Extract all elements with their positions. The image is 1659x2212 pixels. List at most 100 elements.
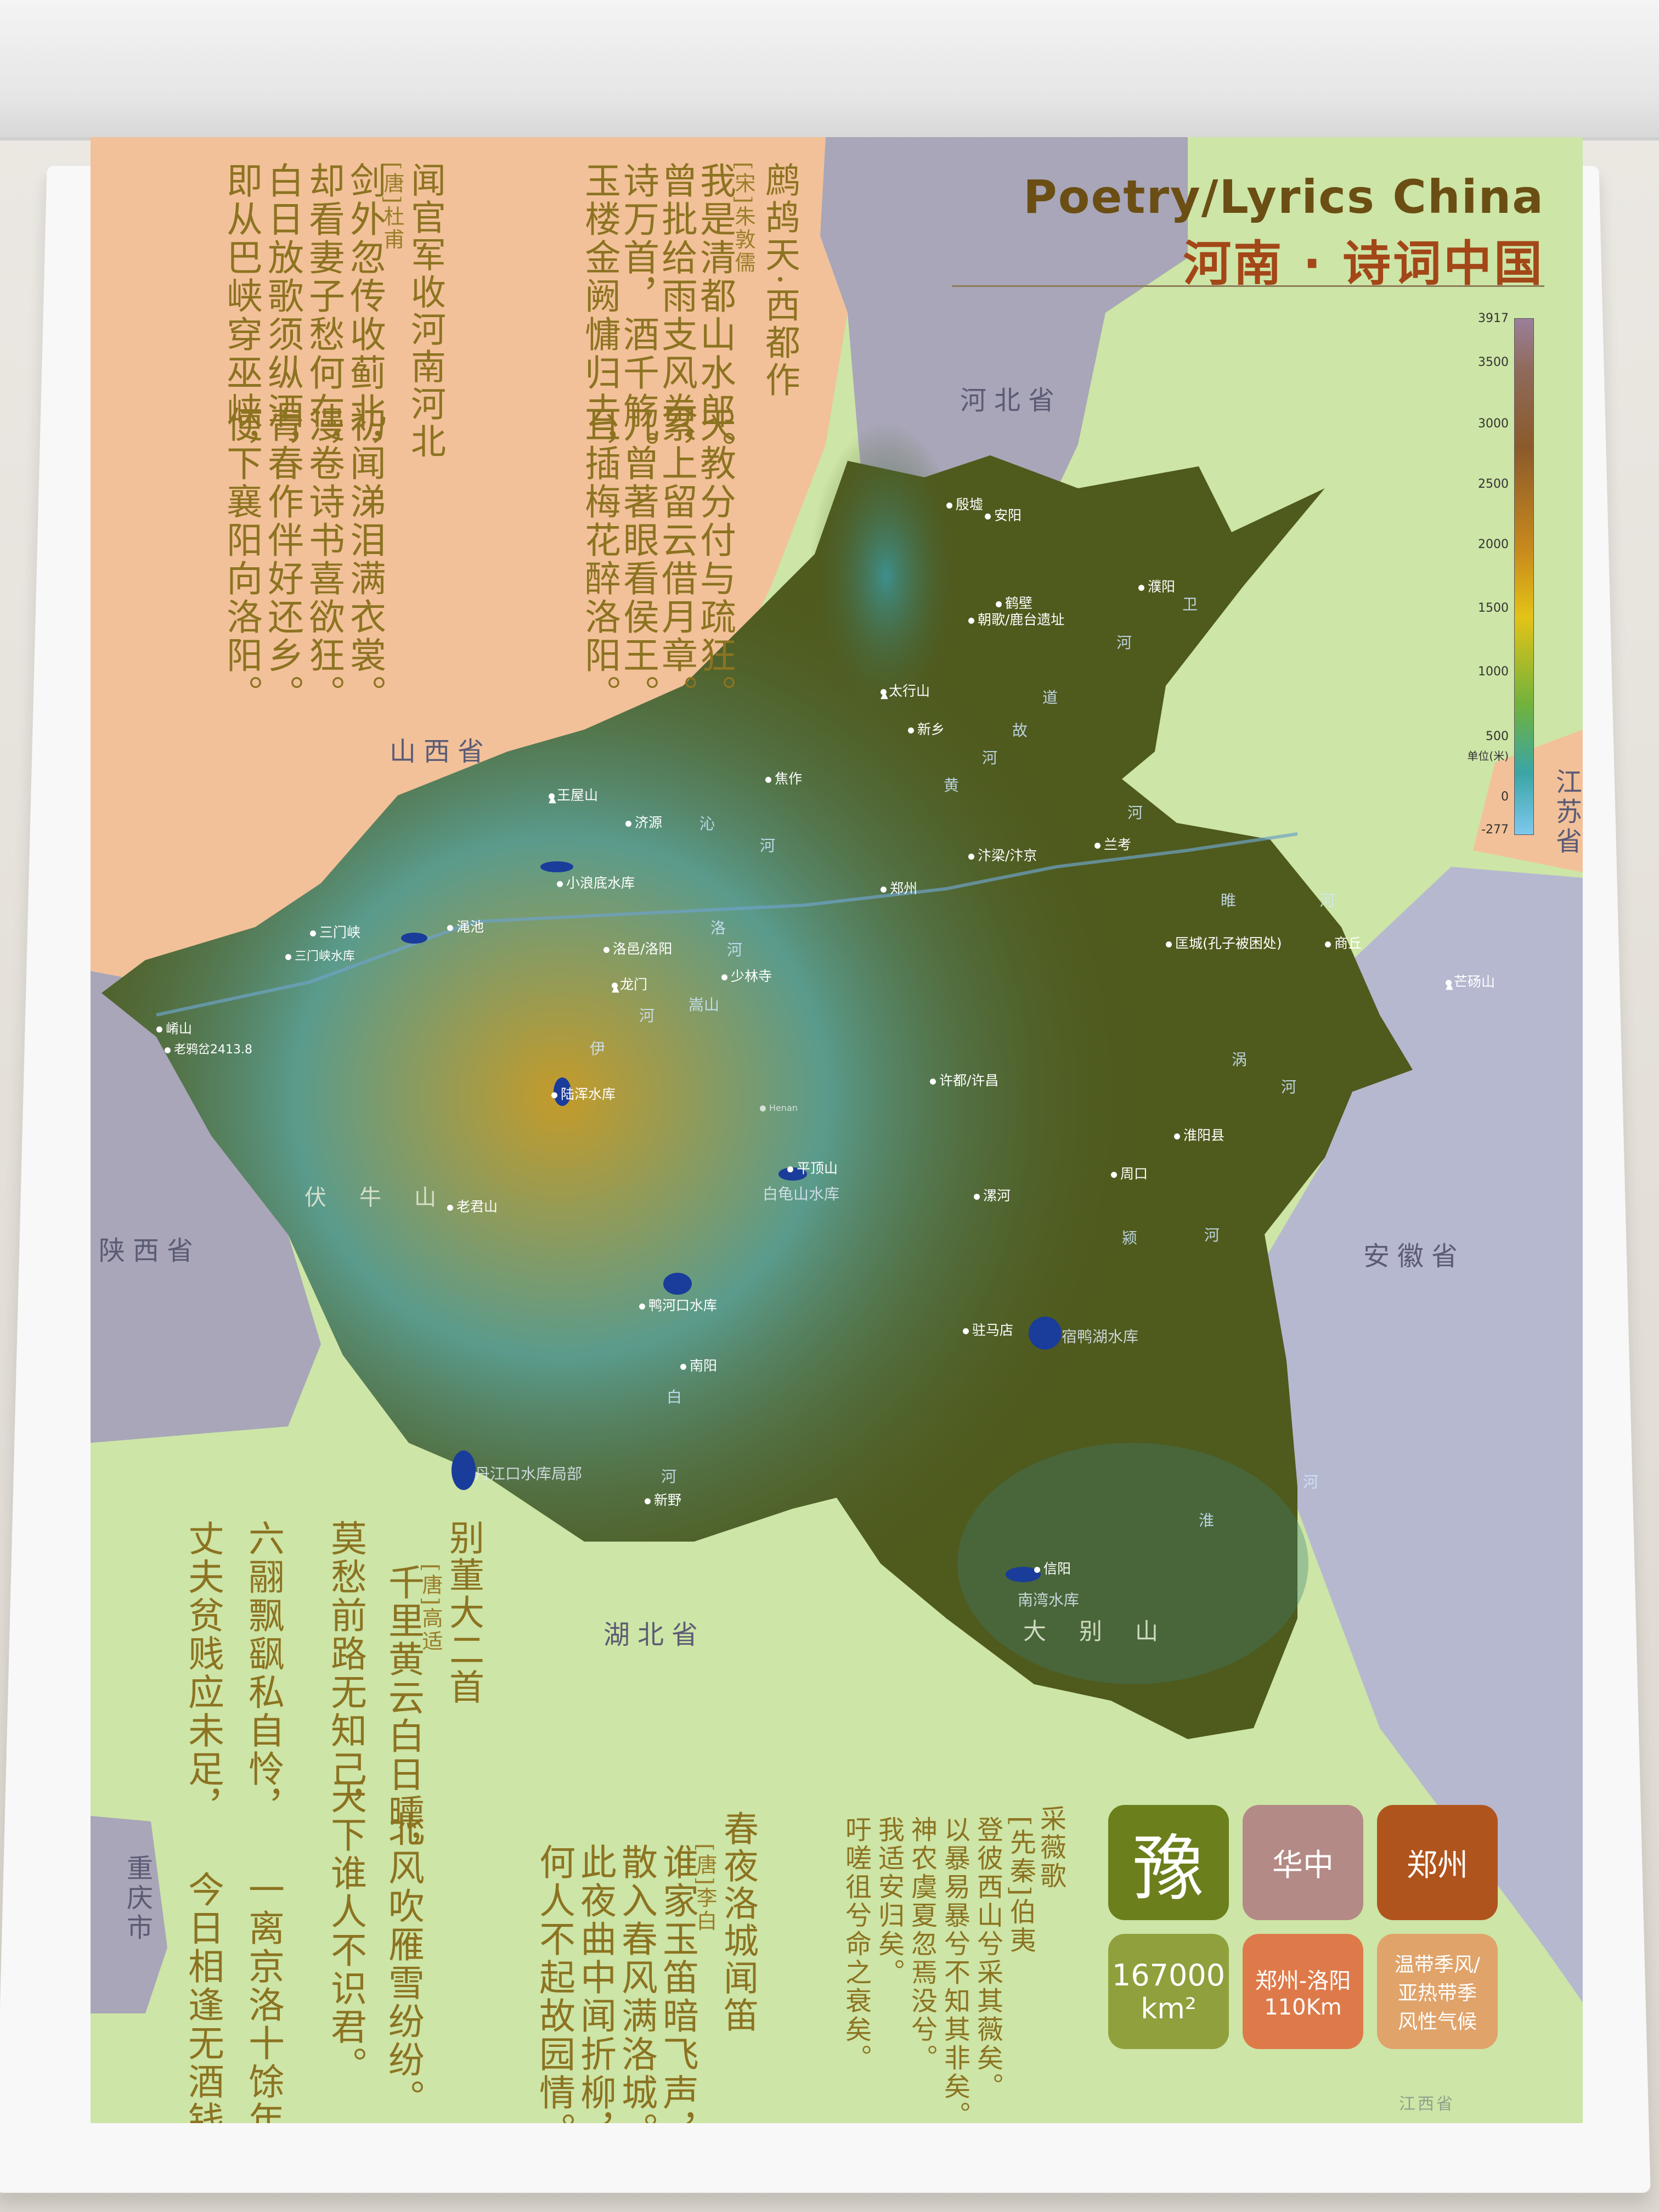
legend-tick-3000: 3000 [1462,417,1509,431]
river-char-6: 黄 [944,774,959,795]
legend-tick-minus277: -277 [1462,823,1509,837]
label-luhun-reservoir: 陆浑水库 [551,1084,616,1103]
xiaolangdi-reservoir [540,861,573,872]
river-char-23: 河 [1319,889,1335,911]
city-zhumadian: 驻马店 [963,1319,1013,1339]
poem3-line: 北风吹雁雪纷纷。 [381,1810,425,2118]
river-char-17: 河 [1281,1075,1296,1097]
city-zhengzhou: 郑州 [881,878,917,898]
mountain-mangdang: 芒砀山 [1446,971,1495,991]
label-funiu: 伏牛山 [304,1180,469,1211]
label-xiaolangdi: 小浪底水库 [557,872,635,892]
legend-tick-3917: 3917 [1462,312,1509,325]
label-danjiangkou: 丹江口水库局部 [475,1462,582,1484]
poem4-title: 春夜洛城闻笛 [716,1810,760,2034]
city-anyang: 安阳 [985,505,1022,524]
city-luoyang: 洛邑/洛阳 [603,938,672,958]
poem4-line: 谁家玉笛暗飞声， [656,1843,699,2123]
poem5-line: 登彼西山兮采其薇矣。 [971,1816,1004,2101]
city-xinye: 新野 [645,1489,681,1509]
river-char-12: 伊 [590,1037,605,1059]
poem5-author: [先秦]伯夷 [1004,1816,1037,1955]
river-char-15: 河 [1204,1223,1220,1245]
dabie-highlands [957,1443,1308,1684]
river-char-13: 河 [639,1004,654,1026]
city-zhaoge: 朝歌/鹿台遗址 [968,609,1064,629]
poem3-title: 别董大二首 [442,1520,486,1706]
poem5-title: 采薇歌 [1034,1805,1067,1891]
poem4-line: 此夜曲中闻折柳， [573,1843,617,2123]
legend-tick-500: 500 [1462,730,1509,743]
legend-tick-1500: 1500 [1462,601,1509,615]
label-yahekou-reservoir: 鸭河口水库 [639,1295,717,1314]
river-char-18: 淮 [1199,1509,1214,1531]
river-char-16: 涡 [1232,1048,1247,1070]
badge-climate: 温带季风/亚热带季风性气候 [1377,1934,1498,2049]
river-char-10: 洛 [710,916,726,938]
poem5-line: 以暴易暴兮不知其非矣。 [938,1816,971,2123]
poem5-line: 吁嗟徂兮命之衰矣。 [839,1816,872,2073]
poem3-line: 今日相逢无酒钱。 [181,1871,225,2123]
area-number: 167000 [1112,1958,1225,1993]
river-char-8: 沁 [699,812,715,834]
danjiangkou-reservoir [452,1451,476,1490]
river-char-14: 颍 [1122,1226,1137,1248]
landmark-shaolin: 少林寺 [721,966,772,985]
poem1-line: 青春作伴好还乡。 [261,406,304,713]
poem4-line: 散入春风满洛城。 [614,1843,658,2123]
city-nanyang: 南阳 [680,1355,717,1375]
river-char-1: 卫 [1182,592,1198,614]
yahekou-reservoir [663,1273,692,1295]
poem1-line: 漫卷诗书喜欲狂。 [302,406,346,713]
poem5-line: 神农虞夏忽焉没兮。 [905,1816,938,2073]
poem4-line: 何人不起故园情。 [532,1843,576,2123]
river-char-9: 河 [760,834,775,856]
calendar-binding [0,0,1659,140]
poem2-line: 几曾著眼看侯王。 [616,406,660,713]
mountain-taihang: 太行山 [881,680,930,700]
city-shangqiu: 商丘 [1325,933,1362,952]
badge-capital: 郑州 [1377,1805,1498,1920]
river-char-20: 白 [667,1385,682,1407]
mountain-wangwu: 王屋山 [549,785,598,804]
label-hubei: 湖北省 [603,1613,706,1651]
river-char-11: 河 [727,938,742,960]
label-chongqing: 重庆市 [118,1854,156,1943]
area-unit: km² [1141,1993,1197,2025]
river-char-2: 河 [1116,631,1132,653]
label-hebei: 河北省 [960,379,1062,417]
city-lankao: 兰考 [1094,834,1131,854]
city-bianliang: 汴梁/汴京 [968,845,1037,865]
poem1-line: 初闻涕泪满衣裳。 [343,406,387,713]
legend-tick-1000: 1000 [1462,665,1509,679]
river-char-3: 道 [1042,686,1058,708]
poem3-line: 一离京洛十馀年。 [241,1871,285,2123]
label-songshan: 嵩山 [689,993,719,1015]
label-dabie: 大别山 [1023,1613,1191,1646]
poem3-line: 天下谁人不识君。 [324,1778,368,2085]
header-chinese-title: 河南 · 诗词中国 [1183,225,1544,295]
poem2-line: 且插梅花醉洛阳。 [578,406,622,713]
river-char-7: 河 [1127,801,1143,823]
suyahu-reservoir [1029,1317,1062,1350]
city-zhoukou: 周口 [1111,1163,1148,1183]
poem2-line: 天教分付与疏狂。 [693,406,737,713]
label-henan-en: Henan [760,1103,798,1113]
label-jiangxi: 江西省 [1399,2090,1455,2114]
city-xinxiang: 新乡 [908,719,945,738]
label-baiguishan-reservoir: 白龟山水库 [763,1182,839,1204]
landmark-longmen: 龙门 [612,974,647,994]
label-nanwan-reservoir: 南湾水库 [1018,1588,1079,1610]
city-xinyang: 信阳 [1034,1558,1071,1578]
city-mianchi: 渑池 [447,916,484,936]
label-anhui: 安徽省 [1363,1234,1465,1273]
badge-area: 167000 km² [1108,1934,1229,2049]
badge-region: 华中 [1243,1805,1363,1920]
river-char-21: 河 [661,1465,676,1487]
river-char-5: 河 [982,746,997,768]
poem5-line: 我适安归矣。 [872,1816,905,1987]
city-yinxu: 殷墟 [946,494,983,514]
label-suyahu-reservoir: 宿鸭湖水库 [1062,1325,1138,1347]
map-sheet: Poetry/Lyrics China 河南 · 诗词中国 3917 3500 … [91,137,1583,2123]
label-sanmenxia-reservoir: 三门峡水库 [285,946,355,964]
